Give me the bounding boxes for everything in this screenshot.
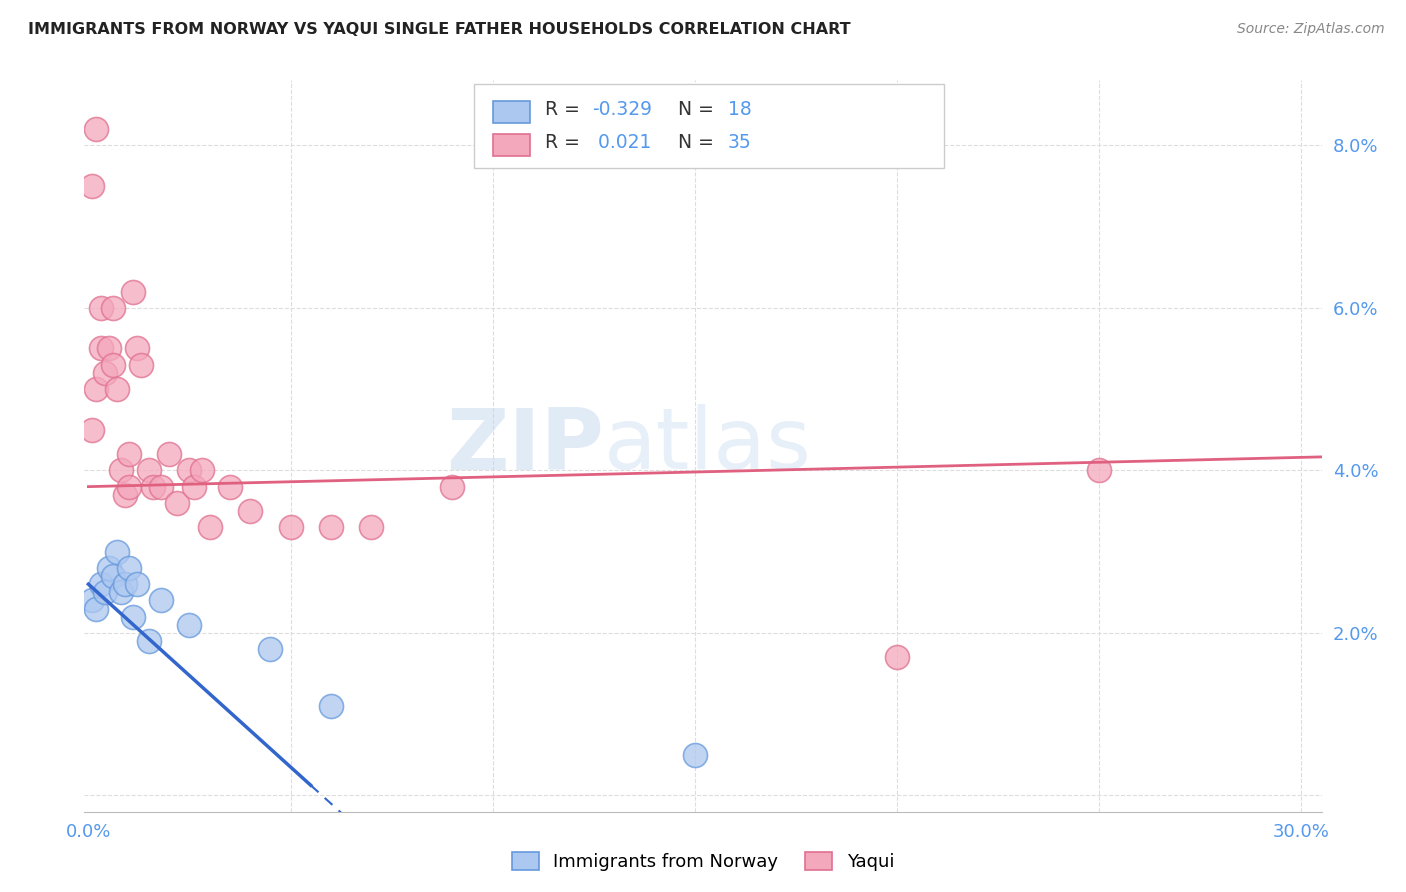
Point <box>683 747 706 762</box>
Point <box>150 593 173 607</box>
Point <box>105 544 128 558</box>
Point <box>114 577 136 591</box>
Point <box>110 585 132 599</box>
Point <box>441 480 464 494</box>
Text: 0.021: 0.021 <box>592 133 651 152</box>
Text: R =: R = <box>544 133 585 152</box>
Point <box>198 520 221 534</box>
Point <box>93 366 115 380</box>
Text: 35: 35 <box>728 133 751 152</box>
Point <box>179 617 201 632</box>
Point <box>122 285 145 299</box>
Point <box>97 561 120 575</box>
Point <box>122 609 145 624</box>
Point <box>138 634 160 648</box>
Text: N =: N = <box>666 100 720 119</box>
FancyBboxPatch shape <box>492 134 530 155</box>
Point <box>90 301 112 315</box>
Point <box>82 593 104 607</box>
Point <box>142 480 165 494</box>
Point <box>886 650 908 665</box>
Text: 18: 18 <box>728 100 751 119</box>
Point <box>101 358 124 372</box>
Text: IMMIGRANTS FROM NORWAY VS YAQUI SINGLE FATHER HOUSEHOLDS CORRELATION CHART: IMMIGRANTS FROM NORWAY VS YAQUI SINGLE F… <box>28 22 851 37</box>
Point <box>90 342 112 356</box>
Text: N =: N = <box>666 133 720 152</box>
Point <box>93 585 115 599</box>
Point <box>90 577 112 591</box>
Point <box>101 301 124 315</box>
Point <box>259 642 281 657</box>
Legend: Immigrants from Norway, Yaqui: Immigrants from Norway, Yaqui <box>505 845 901 879</box>
Point <box>280 520 302 534</box>
Point <box>101 569 124 583</box>
FancyBboxPatch shape <box>492 101 530 123</box>
Point <box>129 358 152 372</box>
Point <box>86 122 108 136</box>
Point <box>110 463 132 477</box>
Point <box>125 342 148 356</box>
Point <box>82 423 104 437</box>
Point <box>97 342 120 356</box>
Point <box>157 447 180 461</box>
Point <box>118 447 141 461</box>
Point <box>138 463 160 477</box>
Point <box>86 382 108 396</box>
Point <box>166 496 188 510</box>
Point <box>86 601 108 615</box>
Text: R =: R = <box>544 100 585 119</box>
Point <box>118 480 141 494</box>
Point <box>1088 463 1111 477</box>
Point <box>150 480 173 494</box>
Point <box>219 480 242 494</box>
Point <box>190 463 212 477</box>
Point <box>114 488 136 502</box>
Point <box>125 577 148 591</box>
Point <box>118 561 141 575</box>
Text: -0.329: -0.329 <box>592 100 651 119</box>
Point <box>82 178 104 193</box>
Point <box>360 520 382 534</box>
Point <box>319 699 342 714</box>
Point <box>239 504 262 518</box>
Point <box>183 480 205 494</box>
Point <box>319 520 342 534</box>
FancyBboxPatch shape <box>474 84 945 168</box>
Text: ZIP: ZIP <box>446 404 605 488</box>
Point <box>179 463 201 477</box>
Point <box>105 382 128 396</box>
Text: Source: ZipAtlas.com: Source: ZipAtlas.com <box>1237 22 1385 37</box>
Text: atlas: atlas <box>605 404 813 488</box>
